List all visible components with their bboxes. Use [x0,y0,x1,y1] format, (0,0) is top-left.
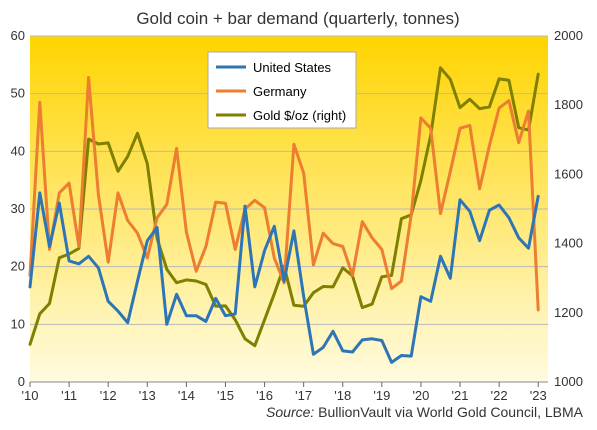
x-axis-tick-label: '10 [22,388,39,403]
left-axis-tick-label: 40 [11,143,25,158]
legend-label: Germany [253,84,307,99]
right-axis-tick-label: 1000 [554,374,583,389]
legend-label: United States [253,60,332,75]
x-axis-tick-label: '13 [139,388,156,403]
source-note: Source: BullionVault via World Gold Coun… [266,404,583,420]
axes: 0 10 20 30 40 50 60 1000 1200 1400 1600 1800 2000 '10… [11,28,583,403]
x-axis-tick-label: '12 [100,388,117,403]
legend-label: Gold $/oz (right) [253,108,346,123]
source-text: BullionVault via World Gold Council, LBM… [318,404,583,420]
x-axis-tick-label: '21 [452,388,469,403]
right-axis-tick-label: 1600 [554,166,583,181]
source-label: Source: [266,404,315,420]
x-axis-tick-label: '15 [217,388,234,403]
left-axis-tick-label: 10 [11,316,25,331]
chart-title: Gold coin + bar demand (quarterly, tonne… [136,9,459,28]
left-axis-tick-label: 20 [11,259,25,274]
x-axis-tick-label: '22 [491,388,508,403]
right-axis-tick-label: 2000 [554,28,583,43]
series-line-united-states [28,191,540,364]
left-axis-tick-label: 30 [11,201,25,216]
left-axis-tick-label: 60 [11,28,25,43]
left-axis-tick-label: 0 [18,374,25,389]
x-axis-tick-label: '11 [61,388,77,403]
x-axis-tick-label: '23 [530,388,547,403]
x-axis-tick-label: '16 [256,388,273,403]
x-axis-tick-label: '19 [373,388,390,403]
x-axis-tick-label: '17 [295,388,312,403]
right-axis-tick-label: 1400 [554,236,583,251]
left-axis-tick-label: 50 [11,86,25,101]
x-axis-tick-label: '20 [412,388,429,403]
x-axis-tick-label: '18 [334,388,351,403]
series-lines [28,66,540,364]
right-axis-tick-label: 1200 [554,305,583,320]
right-axis-tick-label: 1800 [554,97,583,112]
series-line-germany [28,76,540,312]
x-axis-tick-label: '14 [178,388,195,403]
legend: United States Germany Gold $/oz (right) [207,51,357,129]
